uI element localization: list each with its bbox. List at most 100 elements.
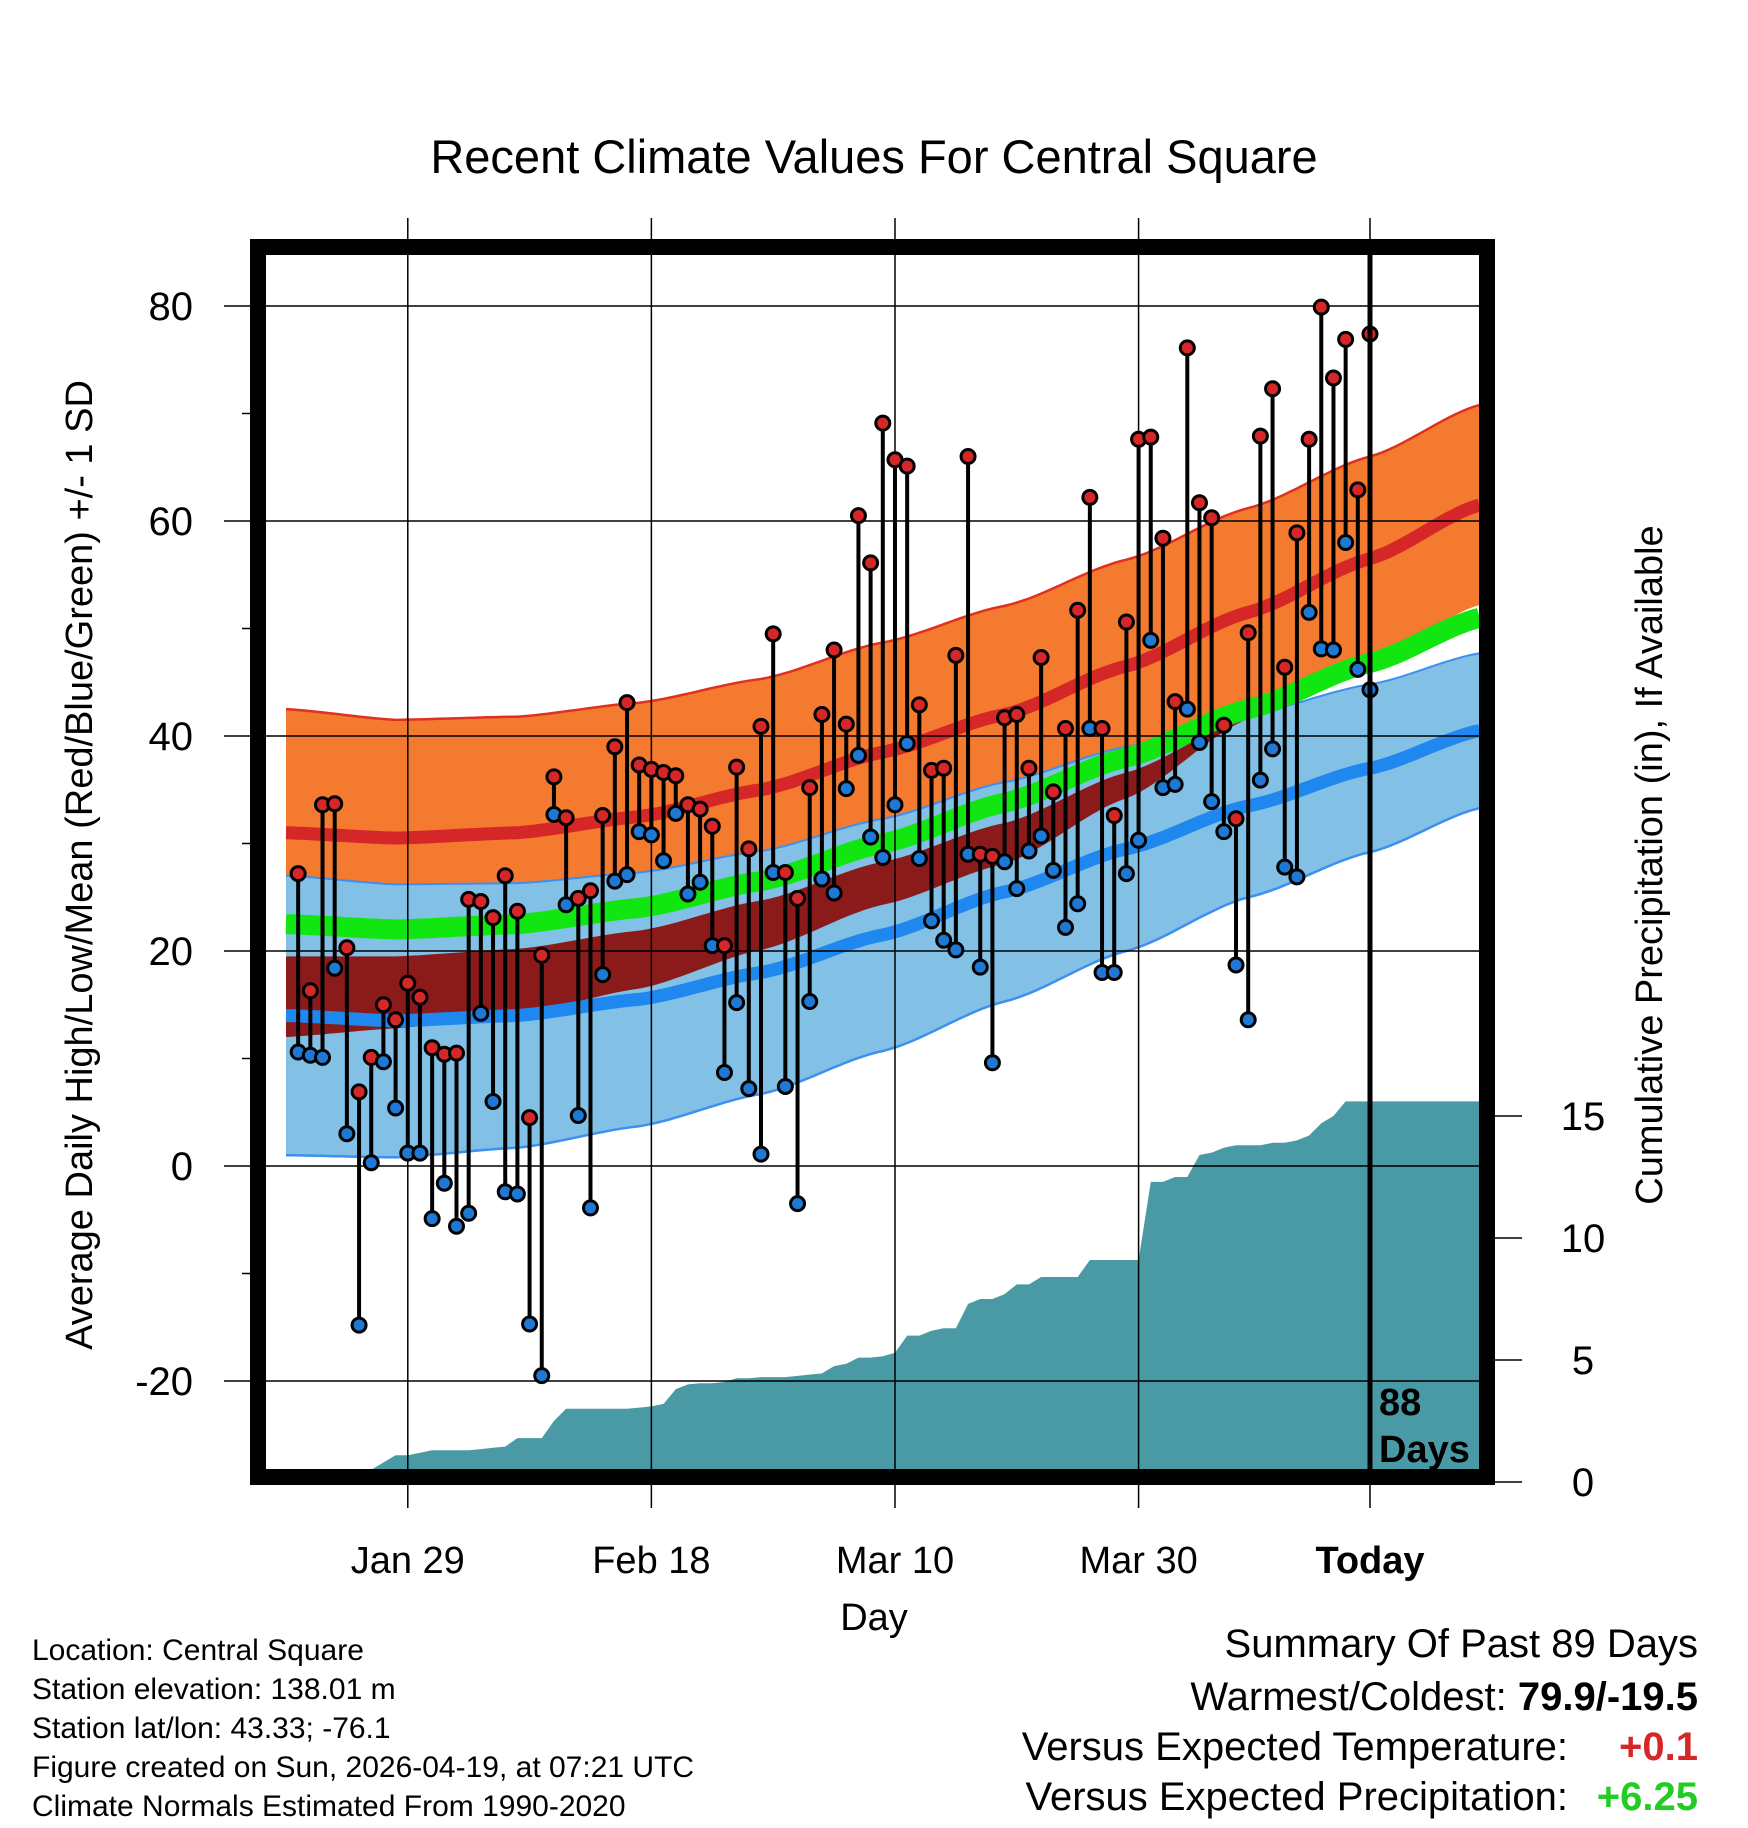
daily-high-dot [1069, 601, 1087, 619]
plot-area: 88 Days Jan 29 Feb 18 Mar 10 Mar 30 Today -20 0 2… [135, 218, 1605, 1582]
y2-tick-label: 15 [1561, 1095, 1606, 1139]
daily-high-dot [1190, 494, 1208, 512]
daily-high-dot [508, 902, 526, 920]
precip-label: Versus Expected Precipitation: [1025, 1775, 1568, 1819]
elevation-text: Station elevation: 138.01 m [32, 1673, 396, 1706]
daily-low-dot [1069, 895, 1087, 913]
y-tick-label: 0 [171, 1145, 193, 1189]
daily-high-dot [1166, 693, 1184, 711]
daily-low-dot [983, 1054, 1001, 1072]
daily-low-dot [923, 912, 941, 930]
daily-low-dot [484, 1093, 502, 1110]
daily-high-dot [557, 809, 575, 827]
daily-high-dot [1239, 624, 1257, 642]
daily-low-dot [594, 966, 612, 984]
daily-high-dot [703, 817, 721, 835]
daily-high-dot [399, 974, 417, 992]
daily-low-dot [1251, 771, 1269, 789]
x-tick-label: Jan 29 [351, 1540, 465, 1582]
daily-low-dot [801, 993, 819, 1011]
daily-high-dot [813, 706, 831, 723]
daily-high-dot [1227, 810, 1245, 828]
daily-high-dot [1008, 706, 1026, 723]
summary-extremes: Warmest/Coldest: 79.9/-19.5 [1190, 1677, 1698, 1717]
daily-high-dot [825, 641, 843, 659]
daily-high-dot [594, 807, 612, 825]
daily-high-dot [1312, 298, 1330, 316]
daily-high-dot [618, 694, 636, 712]
daily-high-dot [1300, 430, 1318, 448]
daily-high-dot [1178, 339, 1196, 357]
daily-high-dot [776, 864, 794, 882]
daily-high-dot [472, 893, 490, 911]
y-tick-label: 60 [149, 500, 194, 544]
daily-high-dot [947, 646, 965, 664]
daily-low-dot [1239, 1011, 1257, 1029]
daily-low-dot [1337, 534, 1355, 551]
daily-low-dot [667, 804, 685, 822]
daily-low-dot [910, 850, 928, 868]
daily-high-dot [1142, 428, 1160, 446]
x-tick-label: Today [1315, 1540, 1424, 1582]
daily-high-dot [569, 889, 587, 907]
daily-low-dot [776, 1077, 794, 1095]
daily-high-dot [1264, 380, 1282, 398]
daily-low-dot [581, 1199, 599, 1217]
y-axis-label: Average Daily High/Low/Mean (Red/Blue/Gr… [59, 380, 101, 1350]
daily-high-dot [801, 779, 819, 797]
created-text: Figure created on Sun, 2026-04-19, at 07… [32, 1751, 695, 1784]
daily-low-dot [728, 994, 746, 1012]
daily-low-dot [691, 873, 709, 891]
daily-high-dot [1215, 716, 1233, 734]
daily-high-dot [606, 738, 624, 756]
daily-high-dot [1251, 427, 1269, 445]
daily-low-dot [679, 885, 697, 903]
daily-high-dot [1081, 488, 1099, 506]
daily-high-dot [959, 448, 977, 465]
daily-high-dot [691, 800, 709, 818]
daily-low-dot [752, 1145, 770, 1163]
daily-high-dot [350, 1083, 368, 1101]
daily-low-dot [1227, 956, 1245, 974]
daily-low-dot [655, 852, 673, 870]
daily-low-dot [886, 796, 904, 814]
daily-high-dot [484, 909, 502, 927]
daily-low-dot [1166, 775, 1184, 793]
daily-low-dot [1349, 660, 1367, 678]
daily-high-dot [789, 889, 807, 907]
daily-high-dot [1117, 613, 1135, 631]
temp-label: Versus Expected Temperature: [1021, 1725, 1568, 1769]
daily-high-dot [1032, 649, 1050, 667]
daily-low-dot [935, 931, 953, 949]
daily-low-dot [1178, 700, 1196, 718]
daily-high-dot [545, 768, 563, 786]
daily-high-dot [1044, 783, 1062, 801]
summary-title: Summary Of Past 89 Days [1224, 1622, 1698, 1666]
daily-low-dot [1288, 868, 1306, 886]
daily-low-dot [1008, 880, 1026, 898]
daily-high-dot [289, 865, 307, 883]
daily-low-dot [898, 735, 916, 753]
daily-high-dot [1020, 759, 1038, 777]
daily-high-dot [1288, 524, 1306, 542]
daily-low-dot [813, 870, 831, 888]
overlap-band [286, 653, 1480, 1037]
precipitation-area [286, 1101, 1482, 1472]
daily-low-dot [1276, 858, 1294, 876]
daily-low-dot [411, 1144, 429, 1162]
low-band-lower-edge [286, 806, 1480, 1159]
daily-low-dot [874, 848, 892, 866]
y2-tick-label: 5 [1572, 1339, 1594, 1383]
daily-low-dot [533, 1367, 551, 1385]
daily-high-dot [1337, 330, 1355, 348]
daily-high-dot [849, 507, 867, 525]
daily-low-dot [1300, 603, 1318, 621]
daily-low-dot [837, 780, 855, 798]
daily-low-dot [1130, 831, 1148, 849]
latlon-text: Station lat/lon: 43.33; -76.1 [32, 1712, 391, 1745]
daily-low-dot [374, 1053, 392, 1071]
daily-low-dot [715, 1063, 733, 1081]
extremes-value: 79.9/-19.5 [1517, 1675, 1698, 1719]
daily-low-dot [521, 1315, 539, 1333]
daily-low-dot [387, 1099, 405, 1117]
